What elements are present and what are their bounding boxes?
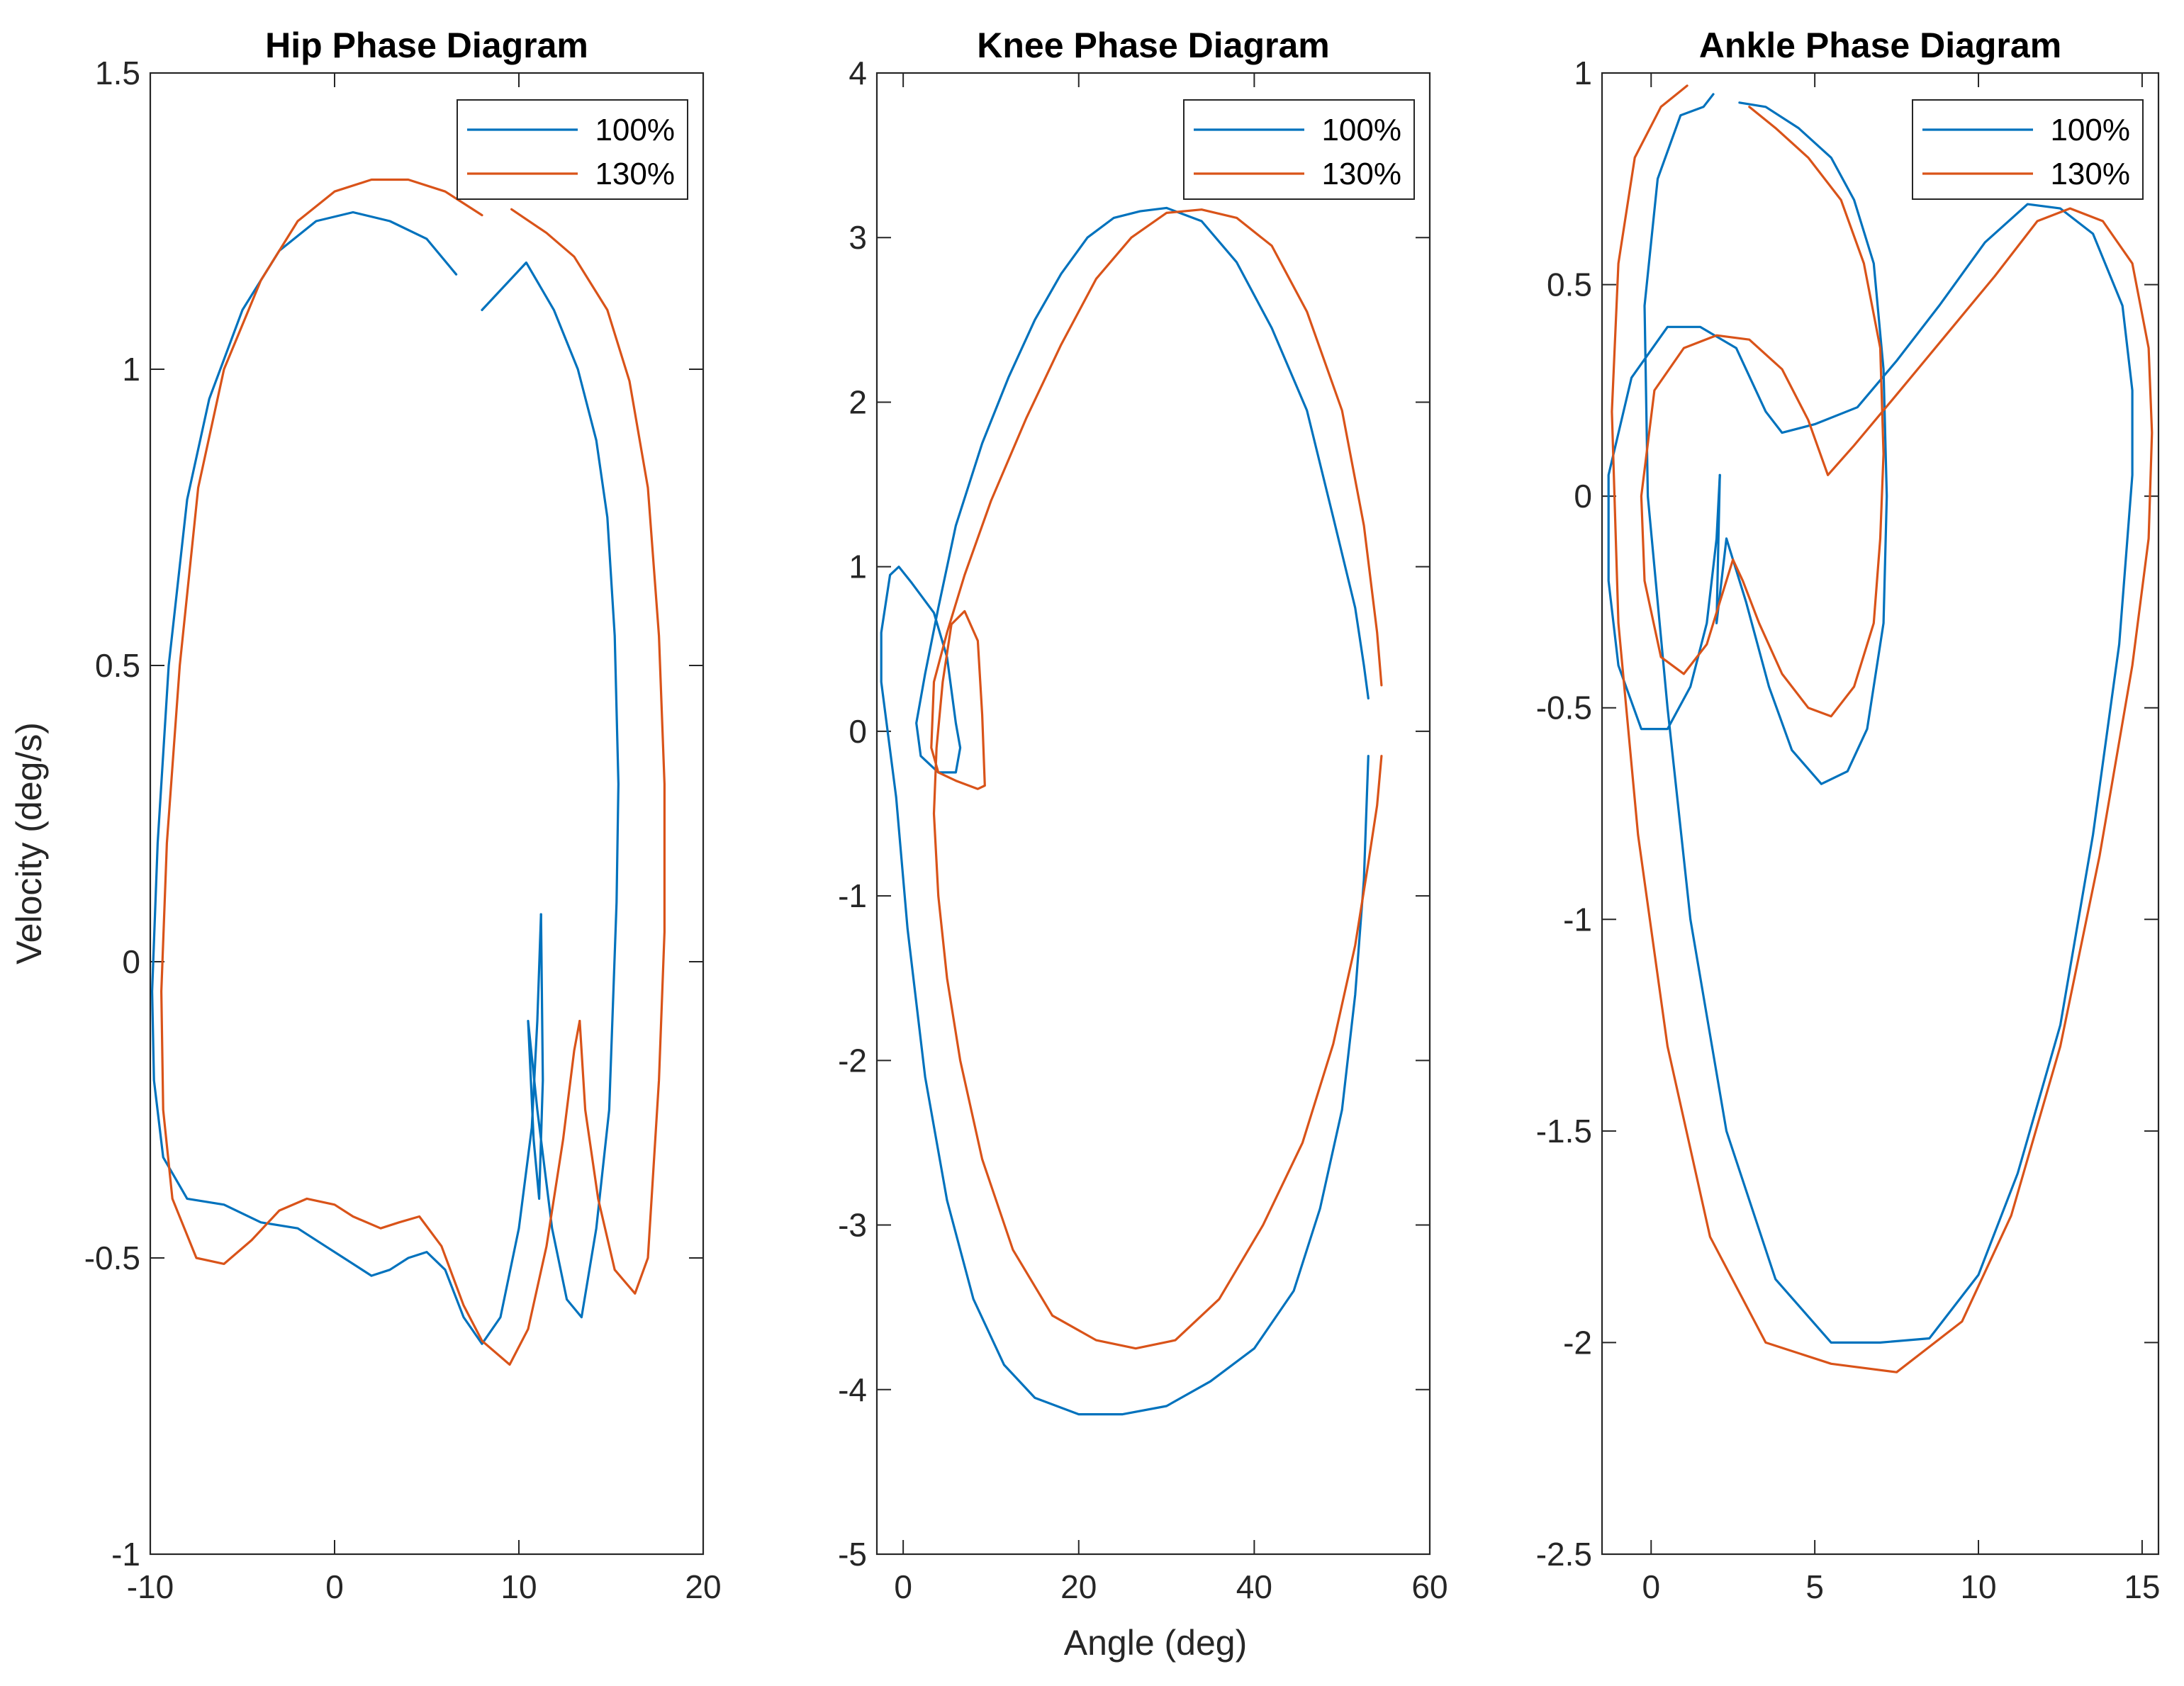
hip-xtick-label: 20: [685, 1568, 721, 1605]
ankle-series-line: [1607, 93, 2134, 1344]
hip-chart-title: Hip Phase Diagram: [265, 26, 588, 65]
ankle-xtick-label: 0: [1642, 1568, 1660, 1605]
hip-ytick-label: 1.5: [95, 55, 140, 91]
hip-series-130pct: [160, 178, 666, 1366]
knee-xtick-label: 0: [894, 1568, 912, 1605]
knee-ytick-label: 2: [849, 383, 867, 420]
knee-series-130pct: [930, 208, 1383, 1350]
ankle-series-100pct: [1607, 93, 2134, 1344]
knee-ytick-label: -1: [838, 877, 867, 914]
ankle-ytick-label: -1.5: [1536, 1113, 1592, 1150]
ankle-legend-label: 100%: [2050, 113, 2130, 147]
ankle-xtick-label: 10: [1960, 1568, 1996, 1605]
hip-ytick-label: 0: [122, 943, 140, 980]
ankle-axes-box: [1601, 72, 2160, 1556]
ankle-legend-box: [1912, 99, 2144, 200]
figure-ylabel: Velocity (deg/s): [9, 722, 49, 965]
hip-series-line: [160, 178, 581, 1366]
knee-legend-label: 130%: [1321, 157, 1401, 191]
knee-ytick-label: -4: [838, 1371, 867, 1408]
knee-ytick-label: 1: [849, 549, 867, 585]
ankle-xtick-label: 5: [1805, 1568, 1824, 1605]
knee-ytick-label: 0: [849, 713, 867, 750]
knee-xtick-label: 40: [1236, 1568, 1272, 1605]
knee-chart-title: Knee Phase Diagram: [977, 26, 1329, 65]
ankle-chart-title: Ankle Phase Diagram: [1699, 26, 2061, 65]
ankle-series-line: [1732, 106, 1885, 718]
knee-xtick-label: 60: [1411, 1568, 1447, 1605]
ankle-ytick-label: 0.5: [1547, 266, 1592, 303]
hip-ytick-label: -1: [111, 1536, 140, 1573]
knee-ytick-label: -3: [838, 1207, 867, 1244]
knee-ytick-label: 3: [849, 219, 867, 256]
ankle-xtick-label: 15: [2124, 1568, 2160, 1605]
ankle-series-line: [1611, 84, 2154, 1373]
knee-chart: 0 20 40 60 -5 -4 -3 -2 -1 0 1 2 3 4 Knee Phase Diagram…: [838, 26, 1447, 1605]
knee-axes-box: [875, 72, 1431, 1556]
hip-chart: -10 0 10 20 -1 -0.5 0 0.5 1 1.5 Hip Phase Diagram 1…: [84, 26, 722, 1605]
hip-ytick-label: -0.5: [84, 1240, 140, 1276]
ankle-ytick-label: -2.5: [1536, 1536, 1592, 1573]
hip-axes-box: [149, 72, 705, 1556]
hip-legend-label: 100%: [595, 113, 675, 147]
ankle-ytick-label: 1: [1574, 55, 1592, 91]
ankle-chart: 0 5 10 15 -2.5 -2 -1.5 -1 -0.5 0 0.5 1 Ankle Phase D…: [1536, 26, 2161, 1605]
hip-legend-label: 130%: [595, 157, 675, 191]
knee-series-line: [930, 208, 1383, 1350]
ankle-ytick-label: -1: [1563, 901, 1592, 938]
ankle-ytick-label: -0.5: [1536, 690, 1592, 726]
ankle-legend: 100% 130%: [1912, 99, 2144, 200]
knee-ytick-label: -5: [838, 1536, 867, 1573]
hip-ytick-label: 1: [122, 351, 140, 388]
ankle-series-line: [1715, 101, 1888, 785]
figure-xlabel: Angle (deg): [1064, 1623, 1248, 1663]
hip-xtick-label: 0: [325, 1568, 344, 1605]
knee-ytick-label: 4: [849, 55, 867, 91]
hip-series-line: [510, 208, 666, 1295]
ankle-legend-label: 130%: [2050, 157, 2130, 191]
hip-xtick-label: 10: [500, 1568, 537, 1605]
knee-legend: 100% 130%: [1183, 99, 1415, 200]
knee-legend-box: [1183, 99, 1415, 200]
knee-legend-label: 100%: [1321, 113, 1401, 147]
knee-ytick-label: -2: [838, 1042, 867, 1079]
hip-legend-box: [457, 99, 688, 200]
knee-xtick-label: 20: [1060, 1568, 1097, 1605]
hip-legend: 100% 130%: [457, 99, 688, 200]
ankle-series-130pct: [1611, 84, 2154, 1373]
hip-xtick-label: -10: [127, 1568, 174, 1605]
ankle-ytick-label: 0: [1574, 478, 1592, 515]
hip-ytick-label: 0.5: [95, 647, 140, 684]
ankle-ytick-label: -2: [1563, 1324, 1592, 1361]
